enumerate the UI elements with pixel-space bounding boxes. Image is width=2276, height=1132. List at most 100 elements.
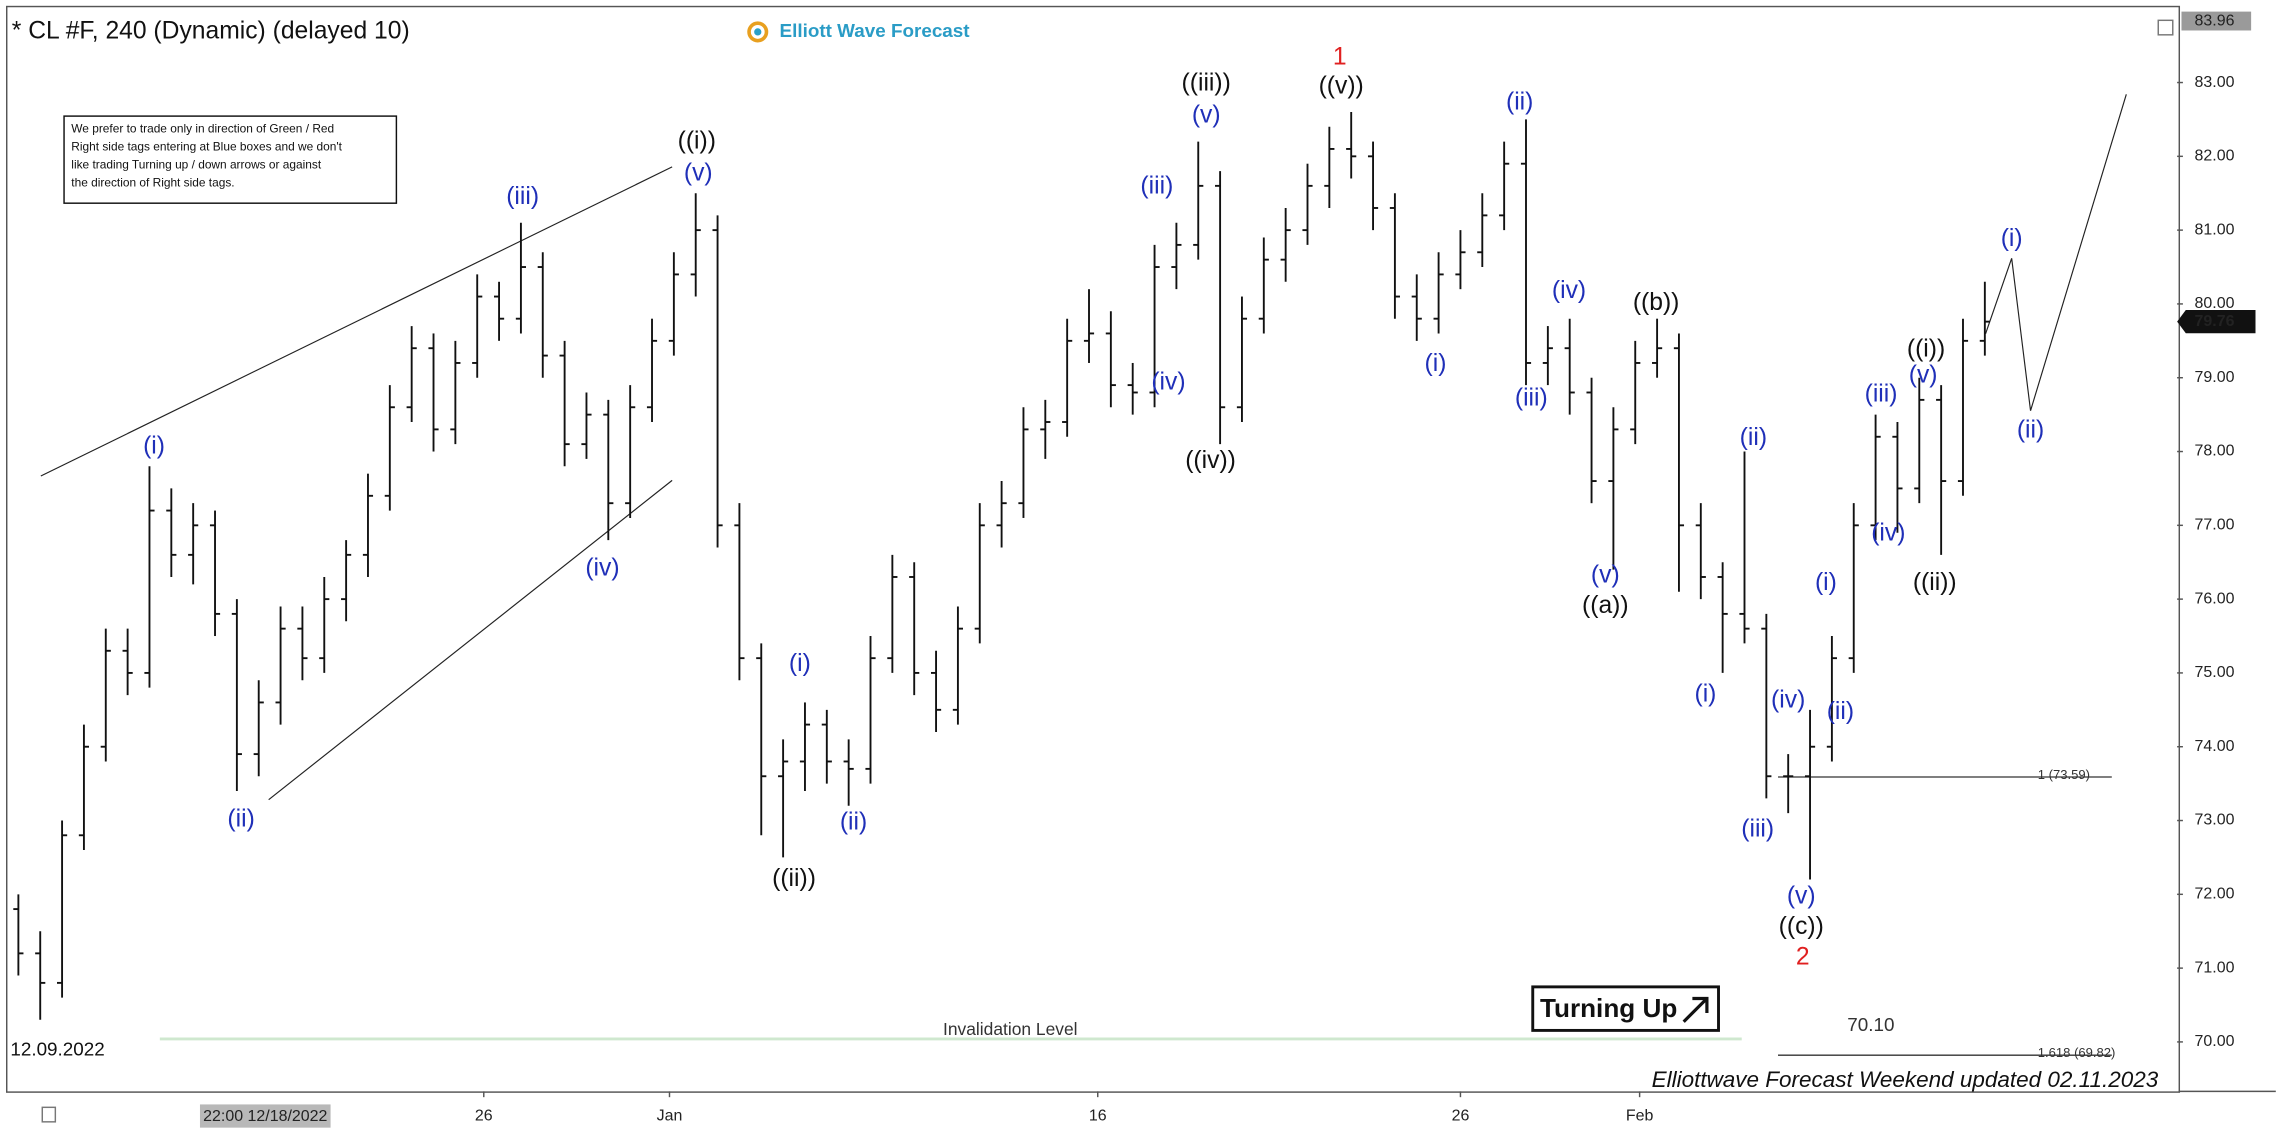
ohlc-bar — [843, 739, 854, 806]
ohlc-bar — [778, 739, 789, 858]
wave-label: (i) — [1694, 681, 1716, 708]
ohlc-bar — [472, 274, 483, 378]
wave-label: (ii) — [1506, 89, 1533, 116]
wave-label: ((a)) — [1582, 592, 1629, 619]
chart-title: * CL #F, 240 (Dynamic) (delayed 10) — [12, 17, 410, 44]
ohlc-bar — [952, 606, 963, 725]
ohlc-bar — [756, 643, 767, 836]
y-tick-label: 78.00 — [2195, 443, 2235, 460]
ohlc-bar — [887, 554, 898, 673]
brand-icon — [754, 28, 762, 36]
last-price-label: 79.76 — [2195, 313, 2235, 330]
ohlc-bar — [1804, 709, 1816, 880]
ohlc-bar — [559, 340, 570, 467]
ohlc-bar — [930, 650, 942, 732]
ohlc-bar — [668, 252, 679, 356]
ohlc-bar — [1608, 407, 1619, 570]
x-tick-label: 26 — [475, 1107, 493, 1124]
wave-label: (iii) — [1515, 385, 1548, 412]
ohlc-bar — [799, 702, 811, 792]
wave-label: (iv) — [1151, 369, 1185, 396]
top-price-box — [2181, 11, 2252, 31]
ohlc-bar — [712, 215, 723, 548]
y-tick-label: 79.00 — [2195, 369, 2235, 386]
ohlc-bar — [319, 576, 330, 673]
ohlc-bar — [1040, 399, 1051, 459]
wave-label: ((iv)) — [1185, 447, 1236, 474]
ohlc-bar — [493, 281, 505, 341]
badge-text: Turning Up — [1540, 993, 1677, 1023]
y-tick-label: 77.00 — [2195, 517, 2235, 534]
note: We prefer to trade only in direction of … — [71, 121, 342, 189]
wave-label: (v) — [684, 160, 713, 187]
ohlc-bar — [690, 193, 701, 297]
ohlc-bar — [1193, 141, 1204, 260]
ohlc-bar — [1520, 119, 1532, 386]
wave-label: (i) — [2001, 225, 2023, 252]
ohlc-bar — [188, 503, 199, 585]
ohlc-bar — [253, 680, 264, 777]
ohlc-bar — [1870, 414, 1881, 541]
y-tick-label: 74.00 — [2195, 738, 2235, 755]
ohlc-bar — [974, 503, 985, 644]
ohlc-bar — [1717, 562, 1728, 673]
y-tick-label: 70.00 — [2195, 1033, 2235, 1050]
badge: Turning Up — [1531, 985, 1720, 1032]
ohlc-bar — [1171, 222, 1182, 290]
wave-label: (v) — [1591, 562, 1620, 589]
wedge-line — [40, 166, 673, 477]
note-line: We prefer to trade only in direction of … — [71, 121, 334, 135]
y-tick-label: 82.00 — [2195, 148, 2235, 165]
wave-label: (iv) — [585, 554, 619, 581]
ohlc-bar — [1455, 230, 1466, 290]
ohlc-bar — [166, 488, 177, 577]
wave-label: 1 — [1333, 44, 1347, 71]
x-tick-label: Feb — [1626, 1107, 1654, 1124]
ohlc-bar — [1215, 171, 1226, 445]
ohlc-bar — [1411, 274, 1422, 341]
start-date: 12.09.2022 — [10, 1039, 104, 1060]
y-tick-label: 83.00 — [2195, 74, 2235, 91]
badge-box — [1531, 985, 1720, 1032]
wave-label: (iii) — [1140, 173, 1173, 200]
projection-path — [1985, 94, 2127, 411]
footer: Elliottwave Forecast Weekend updated 02.… — [1652, 1067, 2159, 1092]
wave-label: (iii) — [506, 183, 539, 210]
ohlc-bar — [1739, 451, 1750, 644]
ohlc-bar — [1367, 141, 1379, 231]
brand-icon — [747, 21, 769, 43]
ohlc-bar — [581, 392, 592, 459]
wave-label: ((b)) — [1633, 289, 1680, 316]
wave-label: (iv) — [1871, 520, 1905, 547]
note-line: Right side tags entering at Blue boxes a… — [71, 139, 342, 153]
wave-label: (ii) — [2017, 417, 2044, 444]
wave-label: (i) — [143, 433, 165, 460]
x-tick-label: 16 — [1089, 1107, 1107, 1124]
ohlc-bar — [821, 709, 832, 784]
ohlc-bar — [1914, 377, 1925, 504]
ohlc-bar — [646, 318, 658, 423]
cursor-label: 22:00 12/18/2022 — [203, 1108, 327, 1125]
ohlc-bar — [1848, 503, 1859, 673]
ohlc-bar — [100, 628, 111, 762]
y-tick-label: 73.00 — [2195, 812, 2235, 829]
wave-label: (iii) — [1865, 380, 1898, 407]
ohlc-bar — [1630, 340, 1641, 445]
y-tick-label: 81.00 — [2195, 221, 2235, 238]
ohlc-bar — [865, 636, 876, 784]
wave-label: (ii) — [1827, 698, 1854, 725]
ohlc-bar — [144, 466, 155, 688]
top-price-label: 83.96 — [2195, 12, 2235, 29]
ohlc-bar — [1149, 244, 1160, 408]
ohlc-bar — [406, 326, 417, 423]
ohlc-bar — [341, 540, 352, 622]
ohlc-bar — [13, 894, 24, 976]
ohlc-bar — [1892, 422, 1903, 533]
ohlc-bar — [603, 399, 614, 541]
wave-label: ((iii)) — [1182, 70, 1231, 97]
ohlc-bar — [297, 606, 308, 681]
note-line: like trading Turning up / down arrows or… — [71, 158, 322, 172]
y-tick-label: 71.00 — [2195, 959, 2235, 976]
ohlc-bar — [1695, 503, 1706, 600]
ohlc-bar — [275, 606, 286, 725]
